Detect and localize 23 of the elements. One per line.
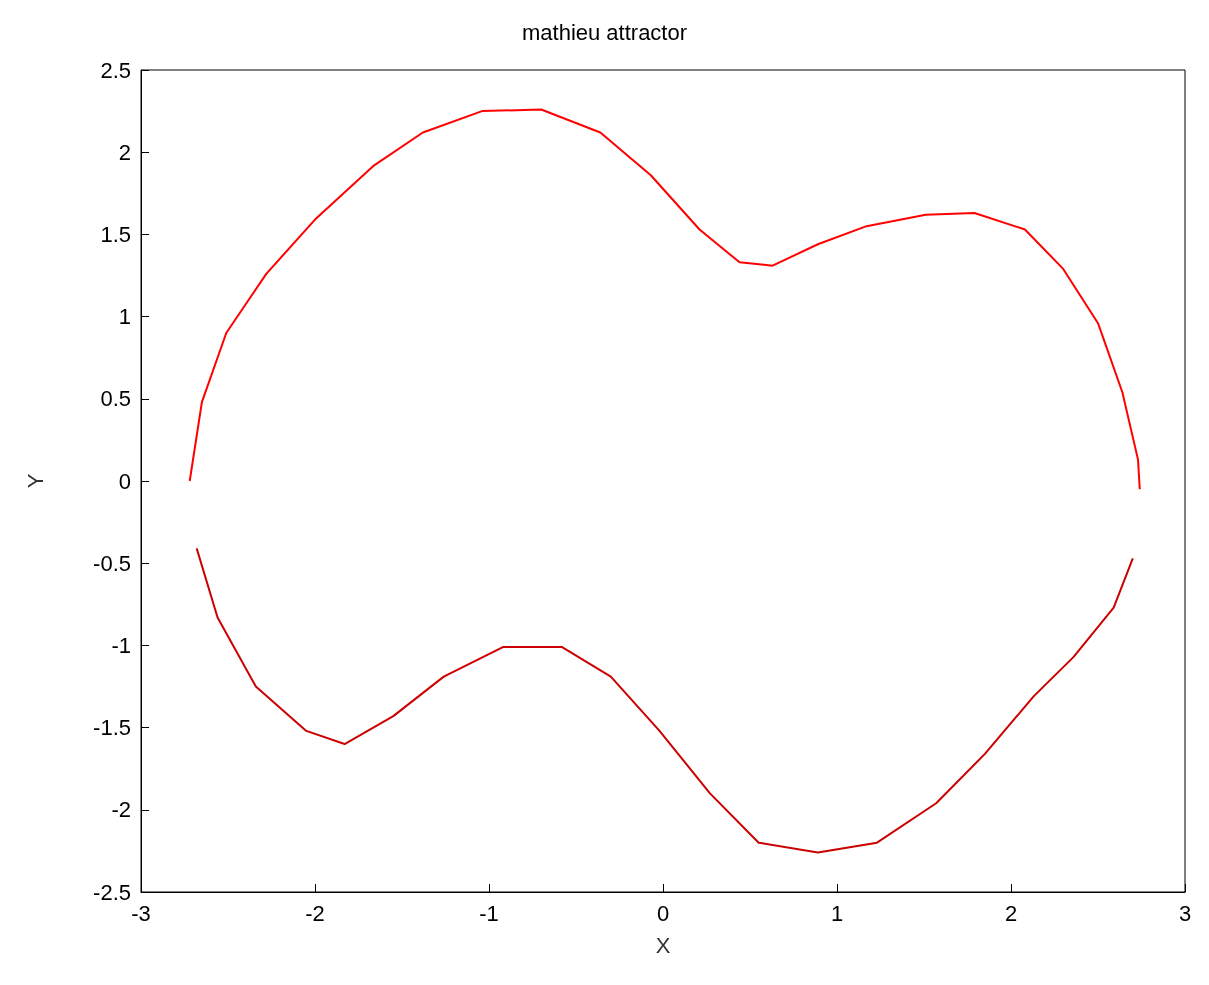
y-tick-label: 1.5 [100,221,131,247]
line-series [195,547,1134,854]
x-tick-label: 0 [656,900,670,926]
x-axis-title: X [655,932,671,958]
y-tick-label: 2 [118,139,131,165]
x-tick-label: -1 [479,900,499,926]
y-tick-label: -2 [111,797,131,823]
y-tick-label: 0 [118,468,131,494]
x-tick-label: 1 [830,900,844,926]
y-tick-label: 0.5 [100,386,131,412]
y-tick-label: -1 [111,632,131,658]
x-tick-label: -2 [305,900,325,926]
y-tick-label: 2.5 [100,57,131,83]
x-tick-label: 2 [1004,900,1018,926]
x-tick-label: -3 [131,900,151,926]
y-axis-title: Y [22,473,48,489]
y-tick-label: -1.5 [93,715,131,741]
chart-title: mathieu attractor [521,19,688,45]
y-tick-label: -2.5 [93,879,131,905]
y-tick-label: -0.5 [93,550,131,576]
line-series [188,108,1141,491]
y-tick-label: 1 [118,304,131,330]
x-tick-label: 3 [1178,900,1192,926]
